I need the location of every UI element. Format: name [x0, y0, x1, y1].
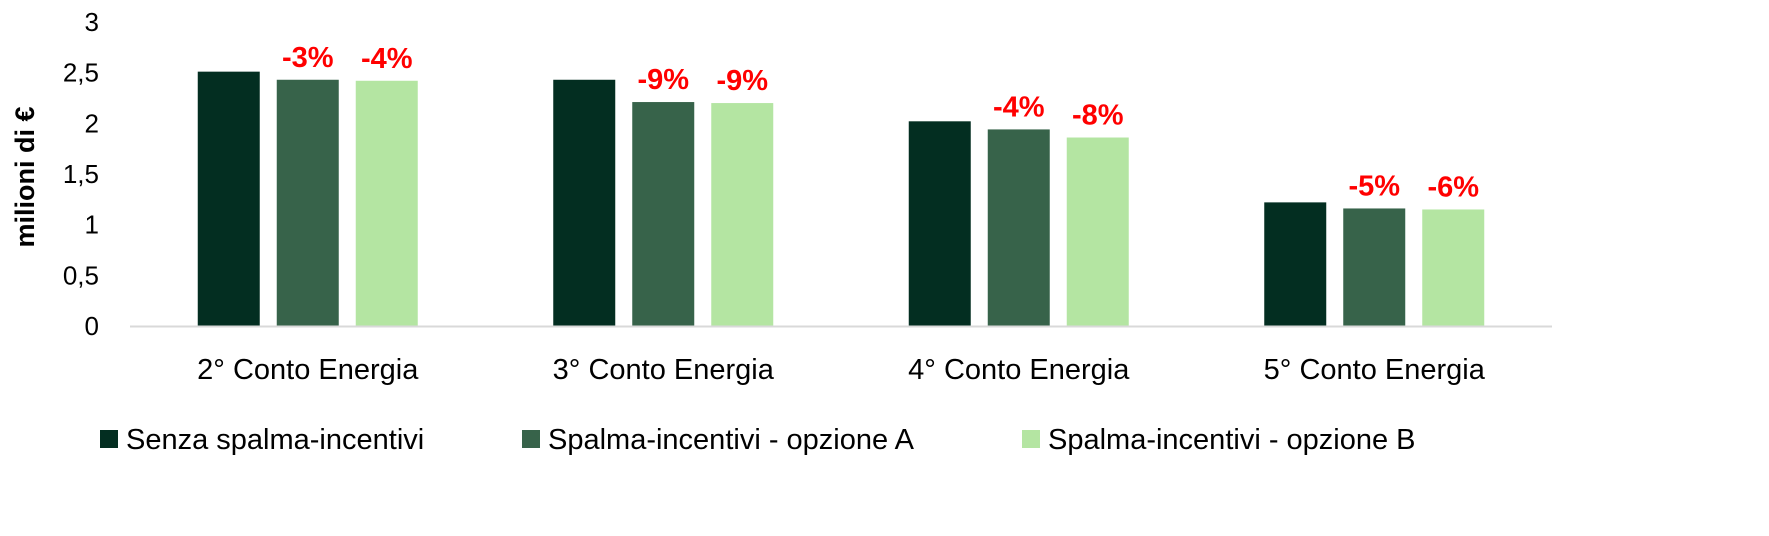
data-labels: -3% -4% -9% -9% -4% -8% -5% -6%: [282, 42, 1479, 204]
y-axis-label: milioni di €: [10, 106, 40, 247]
x-tick-label: 2° Conto Energia: [197, 354, 419, 386]
data-label: -8%: [1072, 100, 1124, 132]
legend-label: Spalma-incentivi - opzione A: [548, 424, 915, 456]
bar: [355, 80, 418, 326]
data-label: -4%: [993, 91, 1045, 123]
bar: [276, 79, 339, 326]
bar: [908, 121, 971, 326]
bars: [197, 71, 1485, 326]
legend-label: Senza spalma-incentivi: [126, 424, 424, 456]
y-tick-label: 2,5: [63, 58, 99, 88]
data-label: -4%: [361, 43, 413, 75]
legend: Senza spalma-incentivi Spalma-incentivi -…: [100, 424, 1416, 456]
bar: [1422, 209, 1485, 326]
data-label: -9%: [716, 65, 768, 97]
x-tick-label: 4° Conto Energia: [908, 354, 1130, 386]
bar: [197, 71, 260, 326]
y-tick-label: 1,5: [63, 159, 99, 189]
category-labels: 2° Conto Energia 3° Conto Energia 4° Conto…: [197, 354, 1486, 386]
y-tick-label: 3: [85, 7, 99, 37]
data-label: -6%: [1427, 171, 1479, 203]
bar: [711, 103, 774, 326]
y-tick-label: 1: [85, 210, 99, 240]
legend-label: Spalma-incentivi - opzione B: [1048, 424, 1416, 456]
y-tick-label: 2: [85, 108, 99, 138]
data-label: -5%: [1348, 170, 1400, 202]
bar: [1264, 202, 1327, 326]
x-tick-label: 5° Conto Energia: [1264, 354, 1486, 386]
x-tick-label: 3° Conto Energia: [553, 354, 775, 386]
y-tick-label: 0,5: [63, 260, 99, 290]
bar: [1066, 137, 1129, 326]
bar: [1343, 208, 1406, 326]
data-label: -3%: [282, 42, 334, 74]
y-tick-label: 0: [85, 311, 99, 341]
bar: [987, 129, 1050, 326]
bar: [553, 79, 616, 326]
y-axis-ticks: 0 0,5 1 1,5 2 2,5 3: [63, 7, 99, 341]
data-label: -9%: [637, 64, 689, 96]
legend-swatch: [522, 430, 540, 448]
legend-swatch: [1022, 430, 1040, 448]
legend-swatch: [100, 430, 118, 448]
bar: [632, 102, 695, 326]
